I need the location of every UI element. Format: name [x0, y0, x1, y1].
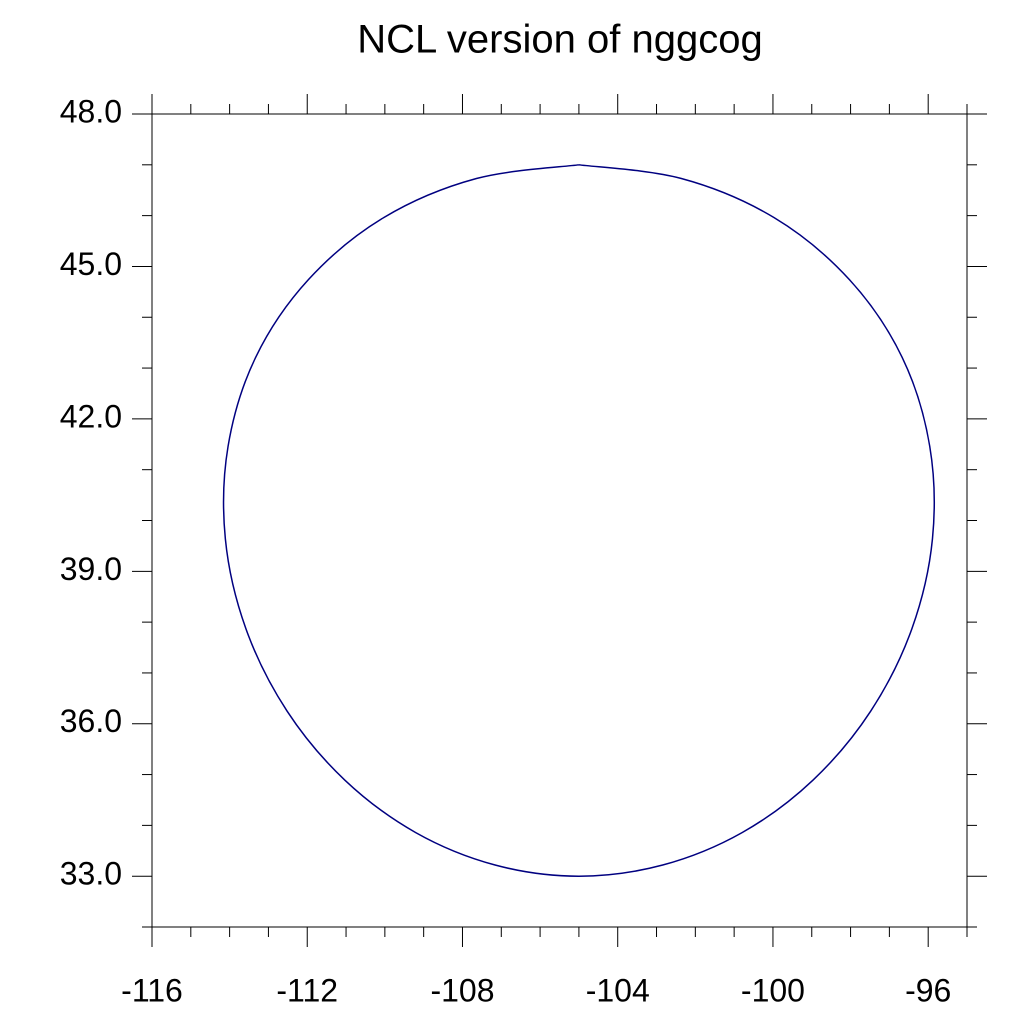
y-tick-label: 48.0: [60, 93, 122, 129]
x-tick-label: -104: [586, 972, 650, 1008]
x-tick-label: -100: [741, 972, 805, 1008]
x-tick-label: -108: [430, 972, 494, 1008]
y-tick-label: 39.0: [60, 551, 122, 587]
line: [222, 164, 935, 877]
x-tick-label: -112: [276, 972, 338, 1008]
y-tick-label: 33.0: [60, 856, 122, 892]
y-tick-label: 36.0: [60, 703, 122, 739]
plot-frame: [151, 113, 968, 928]
x-tick-label: -116: [121, 972, 183, 1008]
chart-title: NCL version of nggcog: [357, 18, 762, 62]
x-tick-label: -96: [905, 972, 951, 1008]
y-tick-label: 42.0: [60, 398, 122, 434]
y-tick-label: 45.0: [60, 246, 122, 282]
